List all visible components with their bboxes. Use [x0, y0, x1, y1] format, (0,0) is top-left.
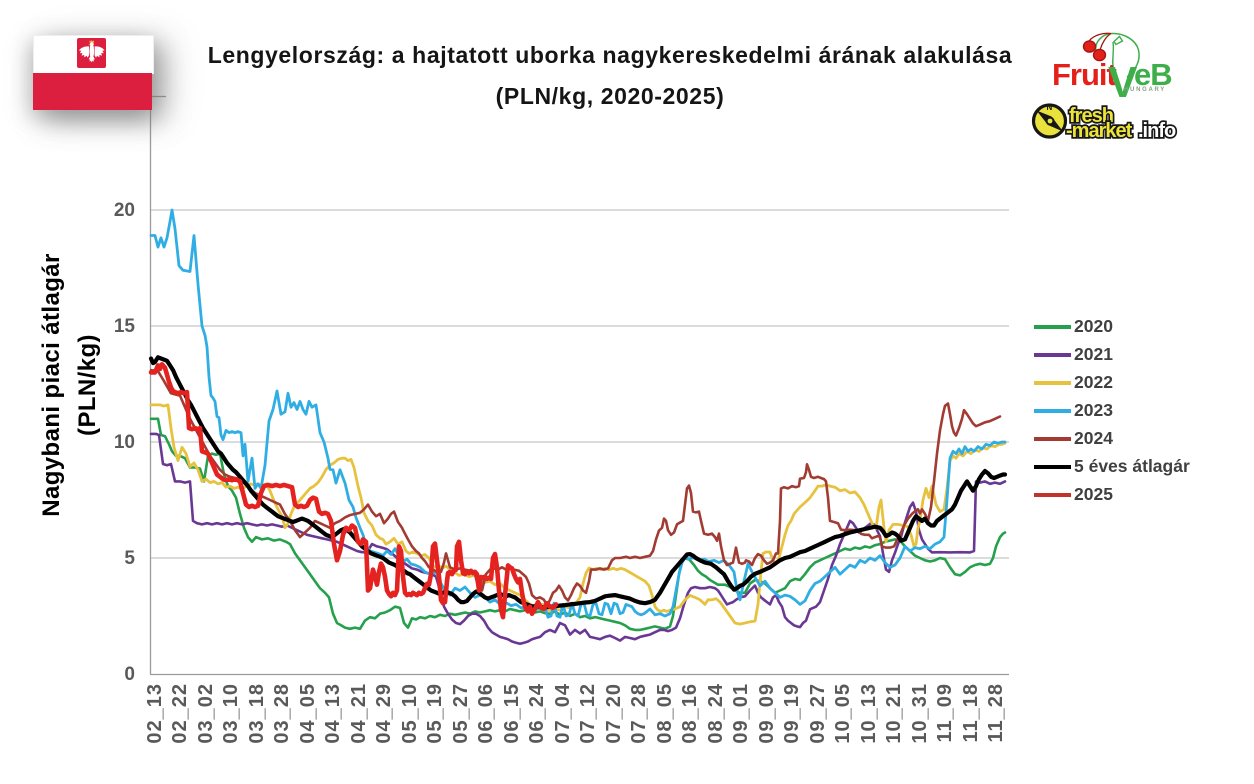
svg-text:N: N: [1047, 103, 1053, 112]
svg-text:-market: -market: [1066, 120, 1133, 142]
svg-text:fresh: fresh: [1069, 105, 1113, 127]
svg-text:HUNGARY: HUNGARY: [1124, 87, 1166, 93]
svg-text:Fruit: Fruit: [1052, 57, 1117, 92]
svg-text:V: V: [1108, 58, 1138, 107]
svg-text:.info: .info: [1138, 120, 1176, 142]
svg-text:eB: eB: [1134, 57, 1172, 92]
